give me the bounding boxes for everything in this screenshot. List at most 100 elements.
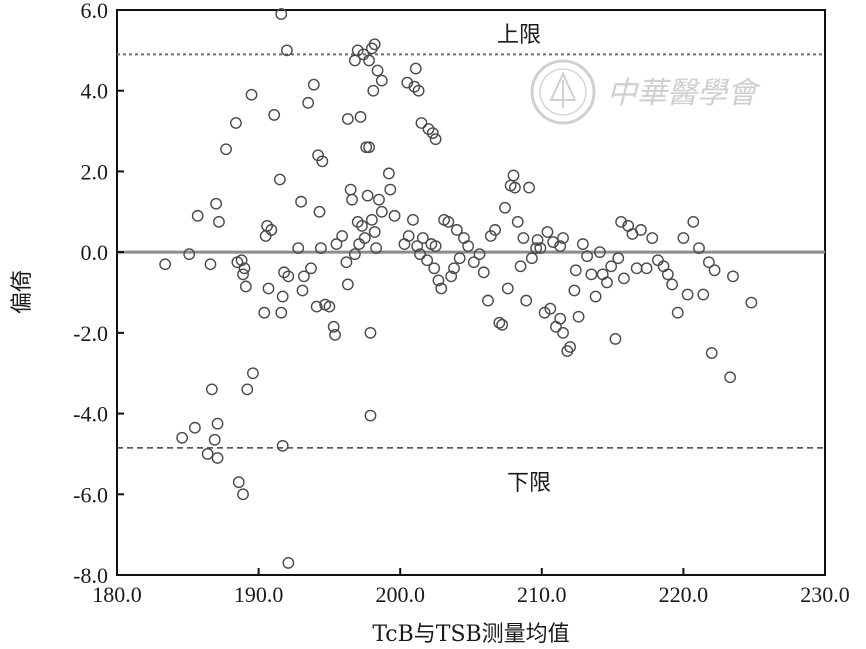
data-point (448, 262, 460, 275)
data-point (265, 224, 278, 236)
y-axis: -8.0 -6.0 -4.0 -2.0 0.0 2.0 4.0 6.0 (73, 0, 124, 588)
data-point (398, 238, 411, 250)
data-point (697, 288, 710, 301)
data-point (415, 117, 428, 129)
data-point (554, 240, 567, 252)
data-point (296, 284, 309, 297)
data-point (609, 333, 622, 345)
data-point (412, 84, 425, 97)
data-point (593, 246, 606, 259)
data-point (213, 215, 225, 228)
data-point (346, 193, 358, 206)
data-point (467, 256, 480, 269)
data-point (432, 274, 445, 287)
data-point (652, 254, 664, 267)
data-point (411, 240, 424, 252)
data-point (364, 409, 377, 422)
data-point (348, 248, 361, 261)
data-point (657, 260, 670, 273)
data-point (220, 143, 232, 156)
data-point (258, 306, 271, 319)
data-point (568, 284, 581, 297)
data-point (615, 215, 627, 228)
data-point (262, 282, 275, 295)
data-point (666, 278, 678, 291)
watermark-logo (530, 59, 596, 125)
data-point (313, 205, 326, 218)
data-point (351, 215, 364, 228)
data-point (554, 312, 567, 325)
data-point (428, 262, 441, 275)
data-point (282, 270, 295, 283)
data-point (354, 111, 367, 123)
data-point (489, 224, 501, 236)
data-point (517, 232, 530, 244)
data-point (375, 74, 388, 87)
data-point (295, 195, 307, 208)
data-point (408, 80, 421, 93)
x-tick-label: 180.0 (92, 582, 142, 607)
data-point (388, 209, 401, 222)
data-point (361, 189, 374, 202)
data-point (210, 197, 223, 210)
data-point (589, 290, 602, 303)
data-point (305, 262, 317, 275)
data-point (547, 236, 560, 248)
data-point (445, 270, 458, 283)
data-point (159, 258, 172, 271)
data-point (724, 371, 737, 384)
data-point (365, 213, 378, 226)
data-point (231, 256, 244, 269)
data-point (237, 488, 249, 501)
x-tick-label: 200.0 (375, 582, 425, 607)
data-point (232, 476, 245, 489)
data-point (414, 248, 426, 261)
data-point (188, 421, 201, 434)
data-point (312, 149, 324, 162)
data-point (453, 252, 466, 265)
data-point (501, 282, 514, 295)
data-point (640, 262, 653, 275)
data-point (364, 326, 377, 339)
data-point (473, 248, 486, 261)
data-point (514, 260, 527, 273)
data-point (323, 300, 336, 313)
data-point (238, 262, 251, 275)
data-point (422, 123, 435, 135)
y-tick-label: 6.0 (81, 0, 109, 23)
data-point (618, 272, 630, 285)
data-points (159, 8, 758, 569)
data-point (230, 117, 242, 129)
data-point (511, 215, 524, 228)
data-point (569, 264, 582, 277)
data-point (493, 316, 506, 329)
data-point (315, 242, 327, 255)
data-point (282, 556, 295, 569)
data-point (520, 294, 533, 307)
data-point (302, 96, 315, 109)
data-point (581, 250, 594, 263)
data-point (329, 328, 341, 341)
data-point (531, 234, 544, 246)
data-point (702, 256, 715, 269)
data-point (336, 230, 349, 242)
data-point (477, 266, 490, 279)
data-point (261, 220, 273, 232)
data-point (273, 173, 286, 186)
data-point (458, 232, 470, 244)
y-tick-label: 0.0 (81, 240, 109, 265)
data-point (499, 201, 511, 214)
data-point (245, 88, 258, 101)
data-point (275, 306, 288, 319)
data-point (341, 113, 354, 125)
data-point (327, 320, 340, 333)
data-point (370, 242, 383, 255)
y-tick-label: -8.0 (73, 563, 108, 588)
x-axis: 180.0 190.0 200.0 210.0 220.0 230.0 (92, 568, 850, 607)
lower-limit-label: 下限 (507, 471, 551, 496)
data-point (341, 278, 354, 291)
y-axis-label: 偏倚 (10, 270, 35, 314)
data-point (484, 230, 497, 242)
data-point (204, 258, 217, 271)
data-point (268, 109, 281, 121)
